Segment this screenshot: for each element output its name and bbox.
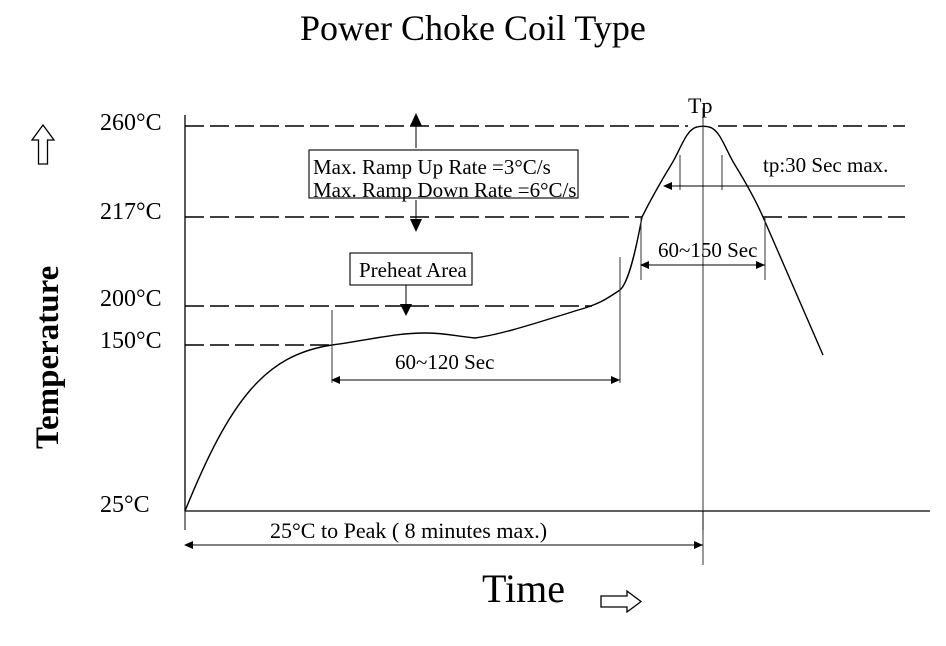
svg-text:Temperature: Temperature (30, 266, 66, 449)
